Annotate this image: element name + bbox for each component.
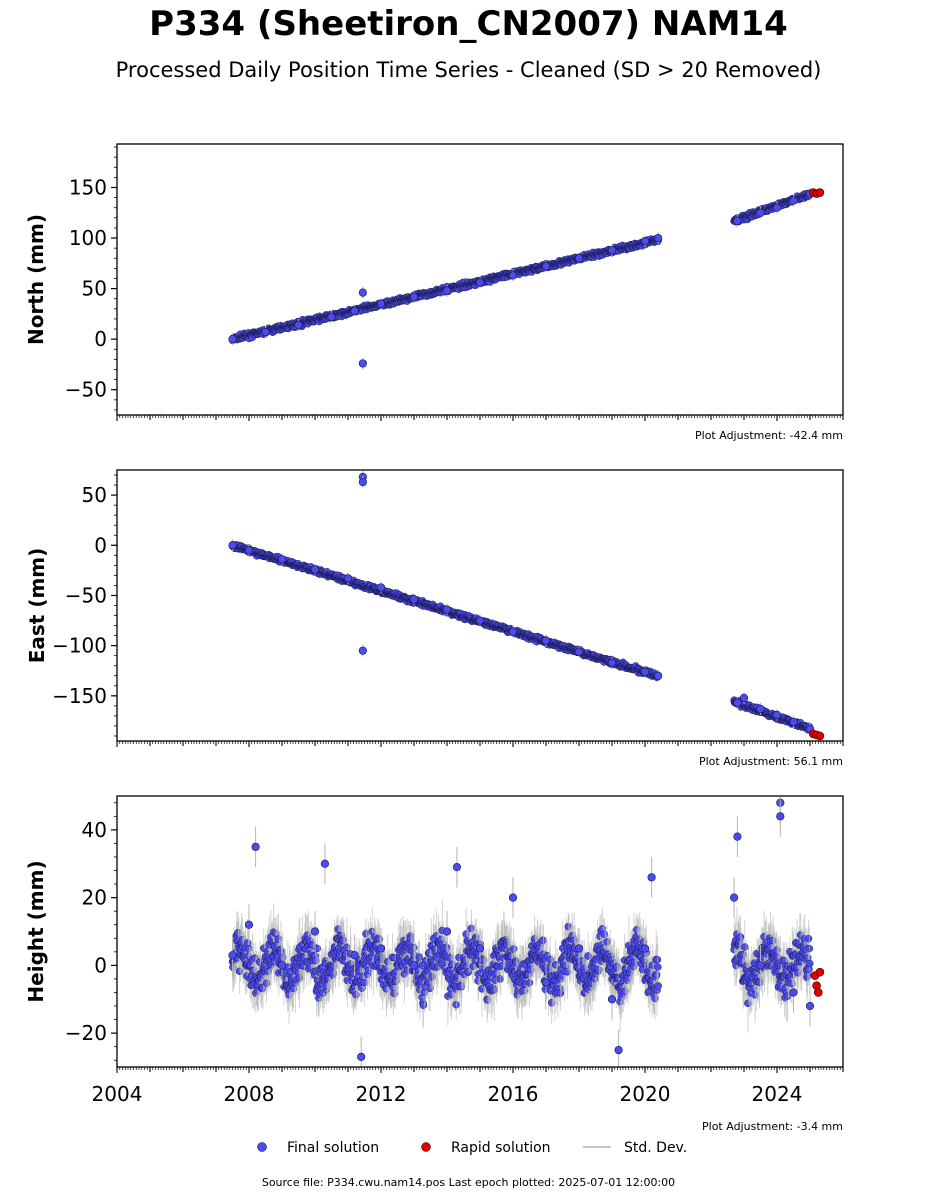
figure-title: P334 (Sheetiron_CN2007) NAM14 [149, 4, 788, 44]
final-point [654, 233, 663, 243]
final-solution-cloud [228, 541, 814, 734]
final-point [261, 327, 270, 337]
plot-area [228, 187, 825, 370]
final-point [756, 208, 765, 217]
final-point [358, 288, 367, 297]
y-tick-label: 0 [94, 327, 107, 351]
y-tick-label: 100 [69, 226, 107, 250]
final-point [442, 286, 452, 295]
y-tick-label: −50 [65, 378, 107, 402]
final-point [294, 320, 303, 330]
y-tick-label: 50 [82, 277, 107, 301]
figure-subtitle: Processed Daily Position Time Series - C… [115, 58, 822, 82]
chart-panels: −50 0 50 100 150 North (mm) Plot Adjustment: -… [24, 143, 844, 1133]
final-point [772, 203, 782, 212]
final-point [350, 306, 359, 315]
final-point [574, 254, 584, 263]
final-point [358, 359, 367, 368]
final-point [607, 246, 617, 255]
final-point [327, 312, 336, 322]
final-point [228, 335, 237, 344]
plot-adjustment-note: Plot Adjustment: -42.4 mm [695, 429, 843, 442]
plot-area [228, 471, 825, 741]
panel-north: −50 0 50 100 150 North (mm) Plot Adjustment: -… [24, 143, 844, 442]
y-tick-label: 150 [69, 175, 107, 199]
final-point [409, 292, 419, 301]
final-point [733, 216, 742, 225]
final-solution-cloud [228, 189, 814, 345]
final-point [640, 236, 650, 246]
final-point [789, 196, 798, 205]
final-point [376, 299, 386, 308]
rapid-point [815, 188, 825, 197]
final-point [475, 278, 485, 287]
final-point [508, 271, 518, 280]
y-axis-label: North (mm) [24, 214, 48, 345]
final-point [541, 262, 551, 271]
